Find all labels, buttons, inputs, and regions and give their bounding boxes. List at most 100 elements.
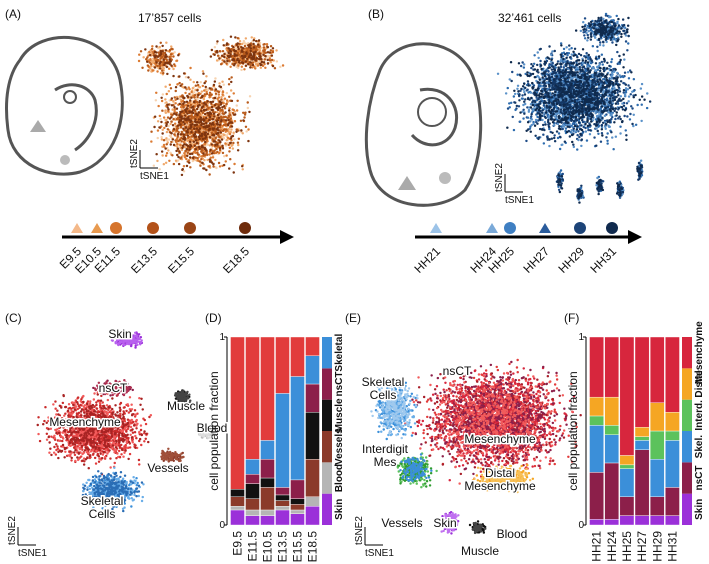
- y-axis-label: tSNE2: [129, 139, 140, 168]
- legend-swatch: [322, 431, 332, 463]
- bar-segment: [245, 483, 260, 499]
- bar-segment: [305, 383, 320, 413]
- legend-swatch: [322, 337, 332, 369]
- bar-segment: [589, 519, 604, 526]
- x-tick-label: E11.5: [246, 531, 260, 562]
- legend-swatch: [682, 462, 692, 494]
- bar-segment: [619, 468, 635, 498]
- timeline-label: E15.5: [165, 244, 197, 276]
- bar-segment: [260, 509, 275, 516]
- tsne-cells: [81, 470, 144, 513]
- embryo-limb: [60, 155, 70, 165]
- tsne-cells: [574, 16, 630, 43]
- x-tick-label: E15.5: [291, 531, 305, 563]
- bar-segment: [260, 459, 275, 479]
- timeline-marker: [147, 222, 159, 234]
- y-tick-label: 0: [578, 520, 584, 531]
- cluster-label: Muscle: [461, 544, 499, 558]
- cluster-label: Interdigit Mes: [362, 442, 409, 469]
- bar-segment: [649, 402, 665, 432]
- bar-segment: [604, 425, 620, 435]
- bar-segment: [604, 396, 620, 426]
- legend-label: Skel.: [694, 435, 705, 459]
- bar-segment: [665, 515, 680, 526]
- bar-segment: [665, 336, 680, 413]
- y-axis-label: tSNE2: [494, 163, 505, 192]
- bar-segment: [634, 515, 650, 526]
- legend-label: Skin: [694, 499, 705, 520]
- bar-segment: [230, 506, 245, 511]
- bar-segment: [275, 509, 290, 526]
- legend-label: Skin: [334, 499, 345, 520]
- bar-segment: [619, 455, 635, 466]
- x-tick-label: HH21: [590, 531, 604, 562]
- bar-segment: [245, 509, 260, 516]
- cluster-label: Mesenchyme: [49, 415, 121, 429]
- bar-segment: [260, 487, 275, 511]
- y-tick-label: 0: [219, 520, 225, 531]
- embryo-eye: [63, 90, 77, 104]
- bar-segment: [634, 440, 650, 450]
- bar-segment: [290, 498, 305, 505]
- y-tick-label: 1: [578, 332, 584, 343]
- tsne-cells: [399, 453, 433, 483]
- bar-segment: [665, 412, 680, 432]
- x-tick-label: HH24: [605, 531, 619, 562]
- timeline-label: HH21: [412, 244, 444, 276]
- timeline-marker: [606, 222, 618, 234]
- bar-segment: [665, 440, 680, 488]
- bar-segment: [619, 464, 635, 469]
- bar-segment: [305, 412, 320, 460]
- x-axis-label: tSNE1: [18, 548, 47, 559]
- cluster-label: Skeletal Cells: [81, 494, 124, 521]
- timeline-label: HH31: [588, 244, 620, 276]
- cluster-label: Vessels: [381, 516, 422, 530]
- bar-segment: [275, 336, 290, 394]
- bar-segment: [305, 506, 320, 526]
- legend-label: nsCT: [694, 466, 705, 491]
- tsne-cells: [595, 178, 605, 196]
- bar-segment: [619, 515, 635, 526]
- y-axis-label: tSNE2: [7, 516, 18, 545]
- panel-label: (C): [5, 311, 22, 325]
- bar-segment: [275, 506, 290, 511]
- bar-segment: [230, 336, 245, 490]
- x-tick-label: E18.5: [306, 531, 320, 563]
- legend-swatch: [322, 368, 332, 400]
- timeline-label: HH27: [521, 244, 553, 276]
- timeline-marker: [110, 222, 122, 234]
- bar-segment: [619, 336, 635, 456]
- cell-count: 17’857 cells: [138, 11, 201, 25]
- bar-segment: [260, 336, 275, 441]
- legend-swatch: [682, 337, 692, 369]
- timeline-label: E18.5: [220, 244, 252, 276]
- timeline-marker: [239, 222, 251, 234]
- bar-segment: [604, 336, 620, 398]
- tsne-cells: [36, 388, 150, 470]
- cell-count: 32’461 cells: [498, 11, 561, 25]
- bar-segment: [619, 496, 635, 516]
- x-tick-label: E10.5: [261, 531, 275, 563]
- x-axis-label: tSNE1: [505, 195, 534, 206]
- y-axis-title: cell population fraction: [566, 371, 580, 490]
- legend-label: Mesenchyme: [694, 321, 705, 384]
- bar-segment: [245, 515, 260, 526]
- legend-swatch: [322, 399, 332, 431]
- legend-swatch: [322, 493, 332, 525]
- legend-label: nsCT: [334, 372, 345, 397]
- bar-segment: [634, 336, 650, 428]
- timeline-label: HH29: [556, 244, 588, 276]
- bar-segment: [290, 504, 305, 511]
- cluster-label: nsCT: [443, 364, 472, 378]
- panel-label: (D): [205, 311, 222, 325]
- cluster-label: Blood: [197, 421, 228, 435]
- cluster-label: Skin: [108, 327, 131, 341]
- x-axis-label: tSNE1: [140, 171, 169, 182]
- cluster-label: Skin: [433, 516, 456, 530]
- bar-segment: [290, 336, 305, 377]
- bar-segment: [275, 494, 290, 501]
- x-tick-label: E13.5: [276, 531, 290, 563]
- bar-segment: [260, 440, 275, 460]
- legend-swatch: [682, 399, 692, 431]
- bar-segment: [589, 472, 604, 520]
